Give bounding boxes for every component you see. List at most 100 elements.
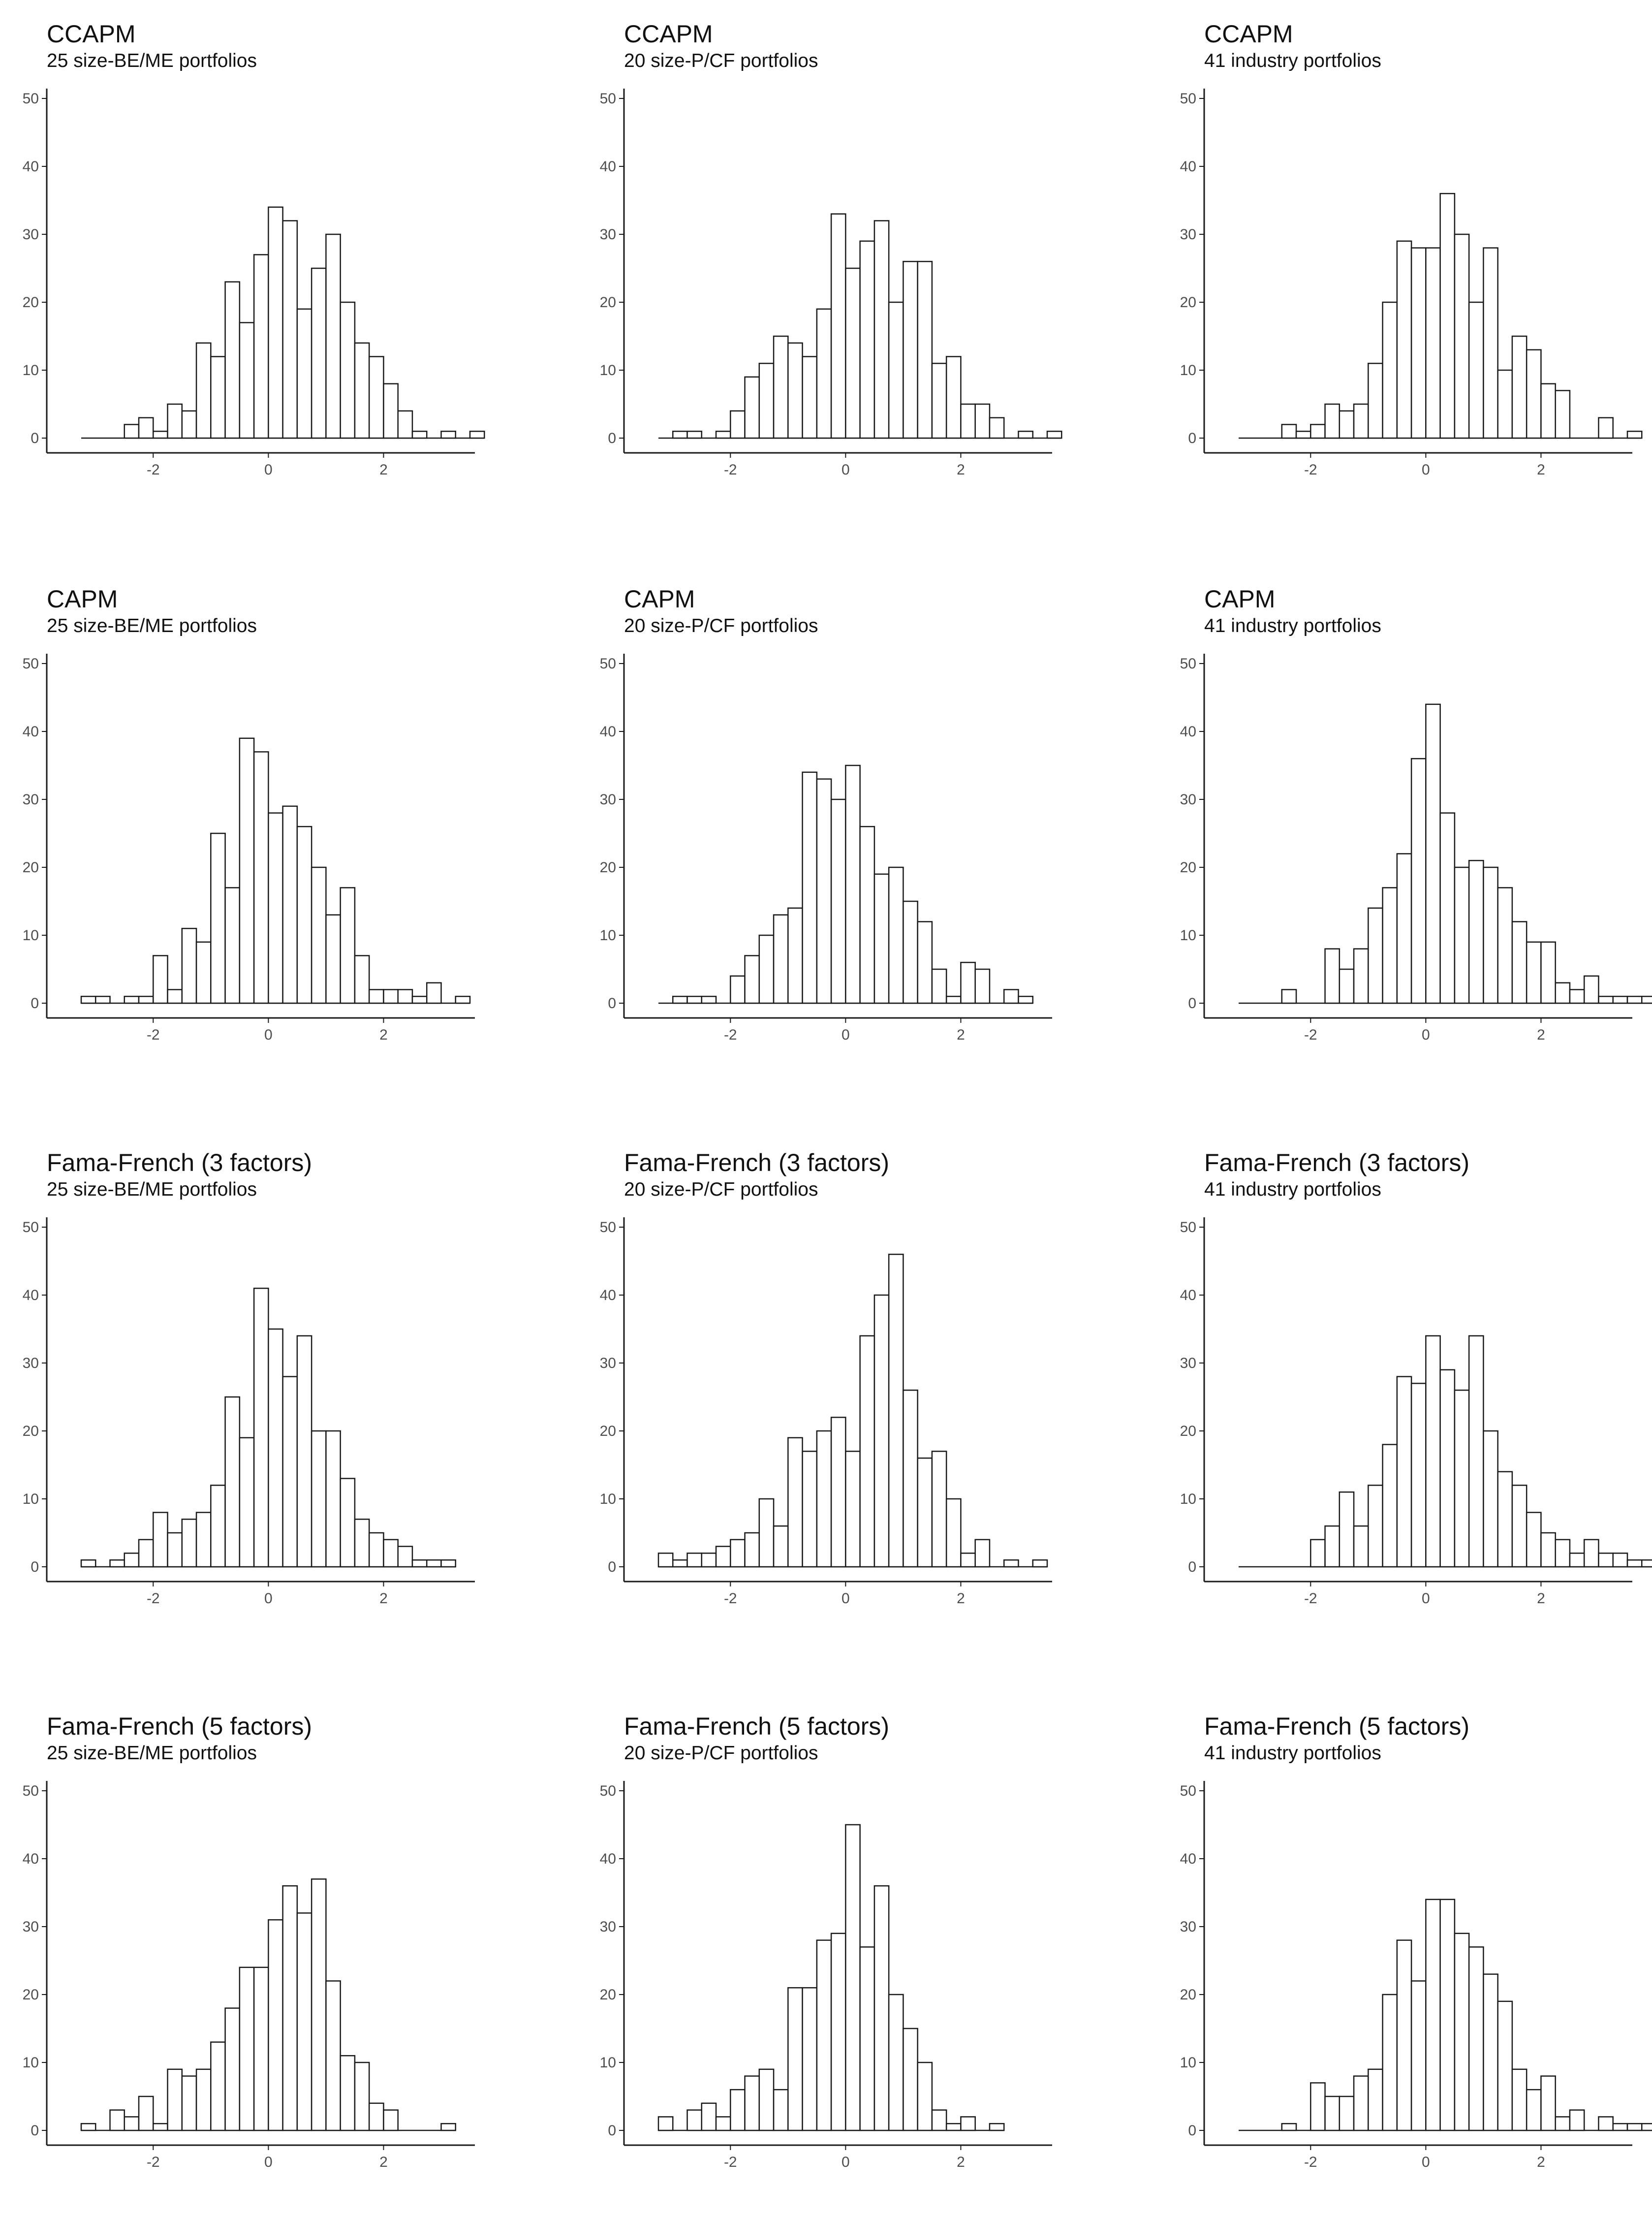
y-tick-label: 20 [600,859,616,876]
histogram-chart: 0 10 20 30 40 50 -2 0 2 [1180,654,1652,1043]
y-tick-label: 30 [23,226,39,243]
histogram-bar [657,2116,674,2131]
histogram-bar [1641,2123,1652,2131]
histogram-bar [1612,2123,1628,2131]
histogram-bar [455,995,471,1004]
histogram-bar [1526,1512,1542,1568]
histogram-bar [931,2109,947,2131]
panel-ff5-industry: Fama-French (5 factors) 41 industry port… [1180,1712,1652,2219]
histogram-chart: 0 10 20 30 40 50 -2 0 2 [600,1217,1052,1607]
x-tick-label: 0 [1422,2154,1430,2170]
panel-subtitle: 25 size-BE/ME portfolios [47,50,257,71]
histogram-bar [368,989,384,1004]
histogram-bar [1454,1389,1470,1568]
histogram-bar [672,995,688,1004]
histogram-bar [1483,1973,1498,2131]
histogram-bar [296,825,312,1004]
x-tick-label: -2 [147,1590,160,1607]
histogram-bar [830,1933,846,2131]
histogram-bar [1439,192,1456,439]
histogram-bar [1497,887,1513,1004]
histogram-bar [931,1451,947,1568]
histogram-bar [1003,989,1019,1004]
panel-title: Fama-French (3 factors) [1204,1149,1470,1176]
x-tick-label: -2 [724,2154,737,2170]
y-tick-label: 10 [1180,927,1196,944]
histogram-bar [1641,1559,1652,1568]
histogram-bar [787,342,803,439]
histogram-bar [1497,369,1513,439]
histogram-bar [469,430,485,439]
histogram-bar [1425,703,1441,1004]
y-tick-label: 50 [600,1783,616,1799]
histogram-bar [397,989,413,1004]
panel-title: CAPM [47,585,118,613]
histogram-bar [802,1987,818,2131]
histogram-bar [1368,907,1383,1004]
histogram-bar [195,941,212,1004]
histogram-bar [945,2123,962,2131]
histogram-bar [340,1478,356,1568]
histogram-bar [181,2075,197,2131]
panel-title: CCAPM [47,20,136,48]
histogram-bar [224,2007,241,2131]
x-tick-label: -2 [147,462,160,478]
histogram-bar [1626,2123,1643,2131]
y-tick-label: 0 [31,995,39,1012]
histogram-bar [931,362,947,439]
histogram-bar [311,1430,327,1568]
histogram-bar [354,342,370,439]
x-tick-label: 2 [957,462,965,478]
x-tick-label: -2 [724,1027,737,1043]
histogram-bar [816,778,832,1004]
histogram-bar [195,2068,212,2131]
histogram-bar [1353,1525,1369,1568]
histogram-bar [1324,403,1340,439]
histogram-bar [239,1437,255,1568]
histogram-bar [787,907,803,1004]
histogram-bar [109,2109,125,2131]
histogram-bar [1368,1485,1383,1568]
y-tick-label: 10 [600,362,616,379]
histogram-bar [859,1335,875,1568]
histogram-bar [340,2055,356,2131]
histogram-bar [873,1885,890,2131]
histogram-bar [440,1559,456,1568]
histogram-bar [80,2123,96,2131]
histogram-bar [440,430,456,439]
histogram-bar [1511,1485,1527,1568]
histogram-bar [1295,430,1311,439]
panel-subtitle: 41 industry portfolios [1204,1179,1381,1200]
y-tick-label: 40 [23,158,39,175]
histogram-bar [744,376,760,439]
y-tick-label: 20 [23,859,39,876]
histogram-bar [816,1430,832,1568]
histogram-bar [124,1553,140,1568]
histogram-bar [1396,240,1412,439]
y-tick-label: 0 [31,430,39,446]
y-tick-label: 40 [600,1851,616,1867]
histogram-bar [873,1294,890,1568]
histogram-bar [773,914,789,1004]
histogram-bar [153,955,168,1004]
panel-ccapm-size-pcf: CCAPM 20 size-P/CF portfolios 0 10 20 30 40 5… [600,20,1155,527]
y-tick-label: 30 [600,792,616,808]
histogram-bar [1598,417,1614,439]
histogram-bar [903,2028,918,2131]
histogram-bar [845,764,861,1004]
histogram-bar [224,281,241,439]
histogram-bar [1353,403,1369,439]
histogram-bar [1583,975,1599,1004]
histogram-bar [1382,1444,1398,1568]
panel-ccapm-size-beme: CCAPM 25 size-BE/ME portfolios 0 10 20 30 40… [23,20,578,527]
histogram-bar [195,1512,212,1568]
panel-ff5-size-pcf: Fama-French (5 factors) 20 size-P/CF por… [600,1712,1155,2219]
y-tick-label: 0 [608,2123,616,2139]
histogram-bar [1353,2075,1369,2131]
histogram-bar [845,267,861,439]
histogram-bar [296,308,312,439]
histogram-bar [715,1546,731,1568]
histogram-bar [1310,2082,1326,2131]
histogram-bar [787,1437,803,1568]
histogram-bar [1454,1933,1470,2131]
